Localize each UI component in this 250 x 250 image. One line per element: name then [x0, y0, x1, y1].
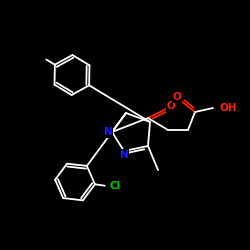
Text: O: O — [166, 101, 175, 111]
Text: OH: OH — [219, 103, 236, 113]
Text: Cl: Cl — [110, 181, 121, 191]
Text: N: N — [104, 127, 112, 137]
Text: O: O — [172, 92, 182, 102]
Text: N: N — [120, 150, 128, 160]
